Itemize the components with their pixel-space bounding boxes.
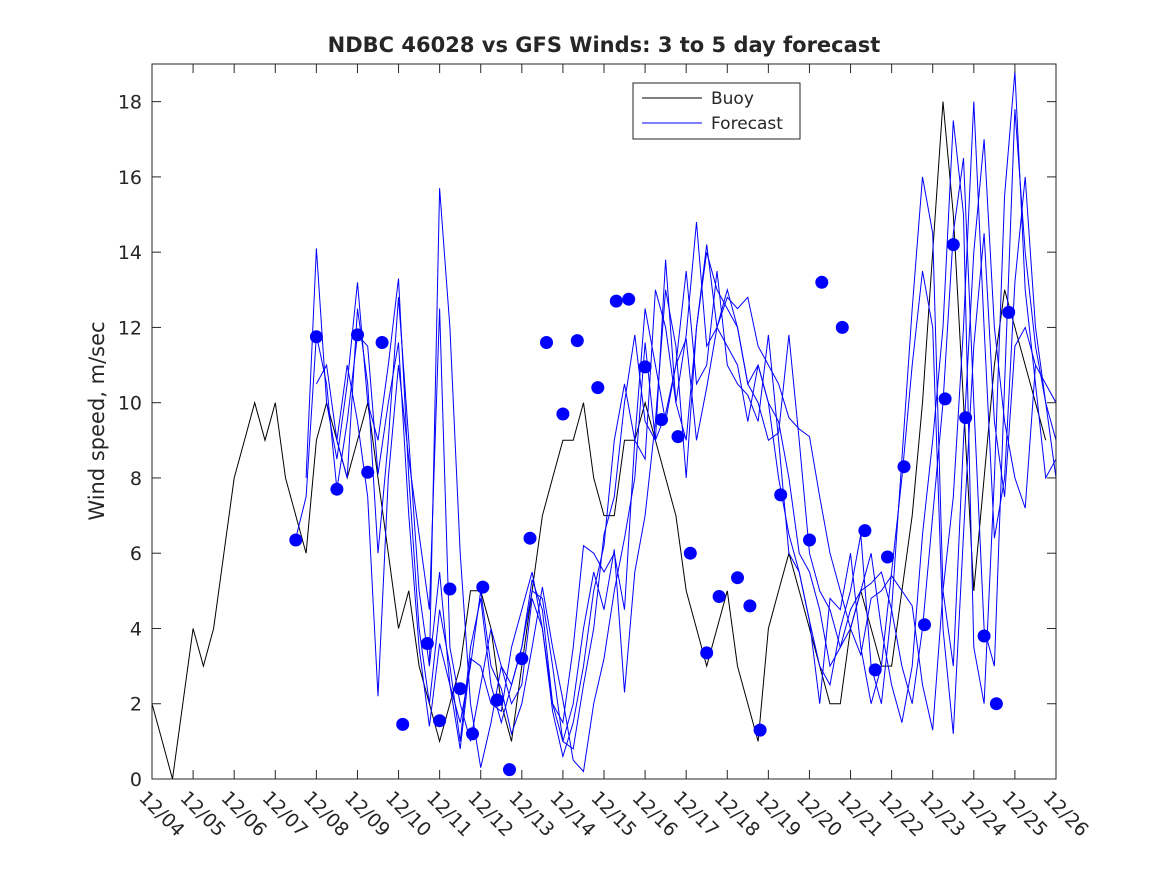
forecast-marker: [700, 646, 714, 660]
x-tick-label: 12/26: [1038, 787, 1092, 841]
forecast-marker: [835, 320, 849, 334]
y-tick-label: 6: [130, 543, 142, 565]
x-tick-label: 12/09: [340, 787, 394, 841]
x-tick-label: 12/13: [504, 787, 558, 841]
forecast-series-line-3: [315, 71, 1056, 759]
forecast-marker: [396, 717, 410, 731]
x-tick-label: 12/12: [463, 787, 517, 841]
forecast-marker: [774, 488, 788, 502]
x-tick-label: 12/15: [586, 787, 640, 841]
forecast-marker: [420, 637, 434, 650]
x-tick-label: 12/06: [217, 787, 271, 841]
x-tick-label: 12/05: [176, 787, 230, 841]
forecast-marker: [977, 629, 991, 643]
forecast-marker: [959, 411, 973, 425]
forecast-marker: [946, 238, 960, 252]
forecast-series-line-2: [305, 109, 1056, 750]
x-tick-label: 12/04: [134, 787, 188, 841]
x-tick-label: 12/18: [710, 787, 764, 841]
plot-area: [151, 63, 1057, 780]
forecast-marker: [540, 336, 553, 349]
x-axis: 12/0412/0512/0612/0712/0812/0912/1012/11…: [134, 64, 1093, 841]
forecast-marker: [918, 618, 931, 632]
x-tick-label: 12/08: [299, 787, 353, 841]
x-tick-label: 12/07: [258, 787, 312, 841]
forecast-marker: [638, 360, 652, 374]
forecast-marker: [671, 430, 685, 444]
forecast-marker: [881, 550, 894, 564]
forecast-marker: [570, 334, 584, 348]
x-tick-label: 12/23: [915, 787, 969, 841]
forecast-marker: [476, 580, 490, 594]
forecast-marker: [1002, 305, 1016, 319]
legend-forecast-label: Forecast: [711, 114, 783, 134]
forecast-marker: [591, 381, 605, 395]
forecast-marker: [815, 275, 829, 289]
x-tick-label: 12/21: [833, 787, 887, 841]
x-tick-label: 12/25: [997, 787, 1051, 841]
forecast-marker: [351, 328, 364, 342]
x-tick-label: 12/14: [545, 787, 599, 841]
forecast-marker: [712, 590, 726, 603]
forecast-marker: [803, 533, 816, 547]
x-tick-label: 12/20: [792, 787, 846, 841]
forecast-marker: [466, 727, 479, 741]
y-tick-label: 0: [130, 769, 142, 791]
legend-box: [632, 82, 801, 140]
x-tick-label: 12/19: [751, 787, 805, 841]
forecast-marker: [503, 763, 516, 777]
forecast-marker: [375, 336, 389, 349]
forecast-marker: [556, 407, 570, 421]
forecast-marker: [433, 714, 447, 728]
forecast-marker: [453, 682, 467, 696]
y-tick-label: 8: [130, 468, 142, 490]
y-tick-label: 12: [118, 317, 142, 339]
y-tick-label: 16: [118, 167, 142, 189]
forecast-marker: [655, 413, 668, 427]
x-tick-label: 12/22: [874, 787, 928, 841]
forecast-marker: [443, 582, 457, 596]
y-tick-label: 4: [130, 618, 142, 640]
forecast-marker: [683, 546, 697, 560]
forecast-series-line-4: [336, 139, 1036, 742]
forecast-marker: [330, 482, 344, 496]
x-tick-label: 12/17: [669, 787, 723, 841]
forecast-marker: [868, 663, 882, 677]
chart-title: NDBC 46028 vs GFS Winds: 3 to 5 day fore…: [328, 33, 881, 57]
forecast-marker: [515, 652, 529, 666]
x-tick-label: 12/16: [628, 787, 682, 841]
y-axis-label: Wind speed, m/sec: [85, 321, 109, 520]
forecast-marker: [490, 693, 504, 707]
forecast-marker: [897, 460, 911, 474]
y-tick-label: 14: [118, 242, 142, 264]
forecast-marker: [858, 524, 872, 538]
buoy-series-line: [152, 101, 1047, 779]
legend-buoy-label: Buoy: [711, 89, 754, 109]
y-tick-label: 18: [118, 92, 142, 114]
x-tick-label: 12/11: [422, 787, 476, 841]
x-tick-label: 12/24: [956, 787, 1010, 841]
forecast-marker: [753, 723, 767, 737]
forecast-marker: [743, 599, 757, 613]
y-tick-label: 2: [130, 694, 142, 716]
x-tick-label: 12/10: [381, 787, 435, 841]
forecast-marker: [609, 294, 623, 308]
forecast-marker: [289, 533, 303, 547]
forecast-marker: [523, 531, 537, 545]
legend: Buoy Forecast: [632, 82, 801, 140]
forecast-series-line-5: [428, 188, 1056, 768]
forecast-marker: [731, 571, 744, 585]
forecast-marker: [622, 292, 636, 306]
y-tick-label: 10: [118, 393, 142, 415]
forecast-marker: [938, 392, 952, 406]
forecast-marker: [309, 330, 323, 344]
forecast-marker: [989, 697, 1003, 711]
forecast-marker: [361, 465, 375, 479]
y-axis: 0 2 4 6 8 10 12 14 16 18: [118, 92, 1056, 791]
